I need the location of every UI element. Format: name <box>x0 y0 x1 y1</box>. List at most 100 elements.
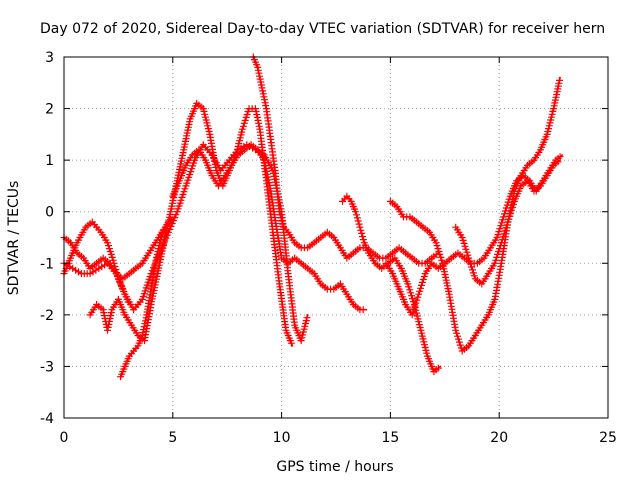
data-point <box>461 242 469 250</box>
data-point <box>416 287 424 295</box>
data-point <box>409 295 416 303</box>
data-point <box>507 209 515 217</box>
data-point <box>279 220 287 228</box>
y-axis-label: SDTVAR / TECUs <box>6 181 22 296</box>
x-tick-label-25: 25 <box>599 430 617 446</box>
data-point <box>275 208 283 216</box>
data-point <box>434 364 442 372</box>
data-point <box>359 306 367 314</box>
data-point <box>433 242 441 250</box>
data-point <box>554 158 562 166</box>
data-point <box>496 245 503 253</box>
data-point <box>138 332 146 339</box>
data-point <box>355 220 363 228</box>
data-point <box>406 286 414 294</box>
series-sat-k <box>452 158 562 288</box>
data-point <box>353 214 361 222</box>
data-point <box>505 215 513 223</box>
x-axis-label: GPS time / hours <box>276 459 393 475</box>
x-tick-label-5: 5 <box>168 430 177 446</box>
data-point <box>469 266 476 274</box>
data-point <box>276 211 284 219</box>
y-tick-label--2: -2 <box>40 308 54 324</box>
x-tick-label-20: 20 <box>490 430 508 446</box>
data-point <box>277 214 285 222</box>
data-point <box>463 248 471 256</box>
data-layer <box>60 53 564 381</box>
series-sat-e <box>117 226 167 381</box>
data-point <box>107 312 115 320</box>
data-point <box>104 323 112 331</box>
data-point <box>491 259 499 267</box>
data-point <box>509 203 517 211</box>
data-point <box>159 226 167 234</box>
data-point <box>359 236 367 244</box>
data-point <box>414 293 422 301</box>
data-point <box>357 226 365 234</box>
data-point <box>496 225 504 233</box>
y-tick-label--3: -3 <box>40 359 54 375</box>
data-point <box>359 233 366 240</box>
series-line-sat-j <box>385 154 564 316</box>
data-point <box>500 213 508 221</box>
data-point <box>454 332 461 340</box>
data-point <box>303 314 311 322</box>
plot-frame <box>63 56 609 419</box>
x-tick-label-15: 15 <box>381 430 399 446</box>
data-point <box>505 195 513 203</box>
data-point <box>107 250 115 258</box>
data-point <box>153 253 161 261</box>
data-point <box>354 217 362 225</box>
chart-title: Day 072 of 2020, Sidereal Day-to-day VTE… <box>40 21 605 37</box>
x-tick-label-10: 10 <box>273 430 291 446</box>
series-sat-i <box>386 76 563 355</box>
data-point <box>455 338 463 346</box>
data-point <box>278 217 286 225</box>
data-point <box>158 233 165 240</box>
data-point <box>410 305 418 313</box>
data-point <box>408 311 416 319</box>
series-sat-c <box>60 141 311 345</box>
data-point <box>141 317 149 325</box>
data-point <box>419 276 427 283</box>
data-point <box>493 253 501 261</box>
data-point <box>503 201 511 209</box>
data-point <box>356 223 364 231</box>
data-point <box>353 211 360 219</box>
data-point <box>438 256 446 264</box>
data-point <box>287 339 295 347</box>
data-point <box>158 229 166 237</box>
data-point <box>262 102 270 110</box>
data-point <box>418 281 425 289</box>
data-point <box>501 207 509 215</box>
data-point <box>503 221 511 229</box>
y-tick-label--1: -1 <box>40 256 54 272</box>
y-tick-label-3: 3 <box>45 50 54 66</box>
series-sat-h <box>339 192 442 376</box>
data-point <box>556 153 564 161</box>
data-point <box>499 233 507 241</box>
series-line-sat-f <box>172 143 368 311</box>
series-sat-f <box>169 141 368 314</box>
data-point <box>501 227 509 235</box>
axis-layer: 0 5 10 15 20 25 -4 -3 -2 -1 0 1 2 3 <box>40 50 617 446</box>
data-point <box>556 76 563 84</box>
data-point <box>241 116 249 124</box>
data-point <box>114 273 121 280</box>
data-point <box>157 236 165 244</box>
series-sat-j <box>382 153 564 319</box>
data-point <box>494 231 502 239</box>
y-tick-label-2: 2 <box>45 102 54 118</box>
data-point <box>105 242 112 250</box>
data-point <box>436 250 444 258</box>
data-point <box>239 122 247 130</box>
data-point <box>156 239 164 247</box>
data-point <box>467 260 475 268</box>
data-point <box>404 280 412 288</box>
data-point <box>412 299 420 307</box>
data-point <box>358 229 366 237</box>
data-point <box>465 254 473 262</box>
data-point <box>118 284 126 292</box>
